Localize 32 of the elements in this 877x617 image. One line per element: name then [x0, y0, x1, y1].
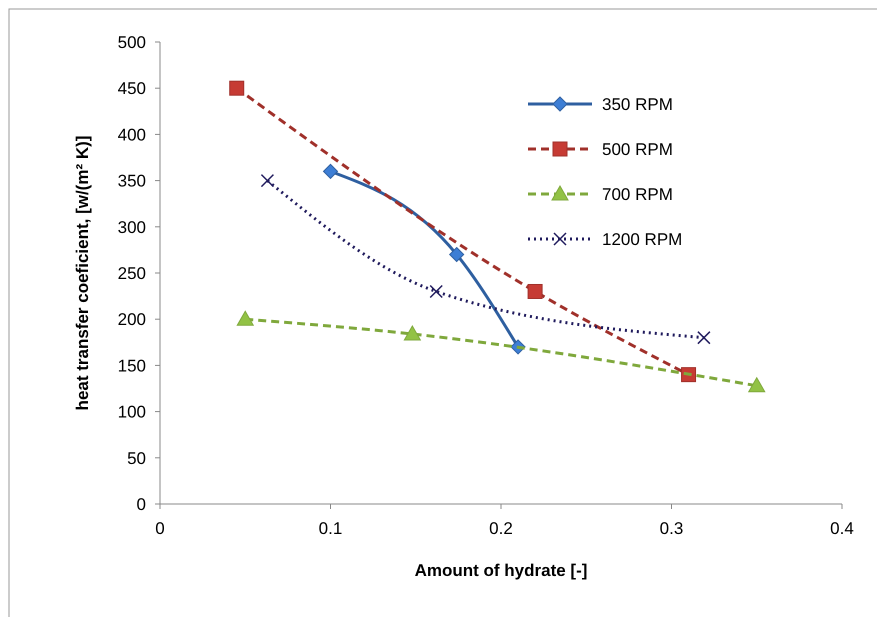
point	[323, 164, 338, 179]
point	[528, 284, 543, 299]
point	[449, 247, 464, 262]
legend-label: 1200 RPM	[602, 230, 682, 249]
y-tick-label: 0	[136, 494, 146, 514]
point	[260, 174, 274, 188]
y-tick-label: 300	[118, 218, 146, 237]
point	[229, 80, 244, 96]
x-tick-label: 0.1	[318, 519, 342, 538]
y-tick-label: 350	[118, 172, 146, 191]
legend-label: 700 RPM	[602, 184, 673, 204]
y-tick-label: 250	[118, 264, 146, 283]
y-tick-label: 400	[118, 125, 146, 144]
y-tick-label: 100	[118, 402, 146, 422]
x-tick-label: 0	[155, 519, 165, 538]
x-tick-label: 0.4	[830, 519, 854, 538]
y-axis-title: heat transfer coeficient, [w/(m² K)]	[73, 136, 92, 410]
x-tick-label: 0.2	[489, 519, 513, 538]
point	[236, 310, 254, 326]
point	[404, 325, 421, 340]
y-tick-label: 500	[118, 32, 146, 52]
y-tick-label: 150	[118, 356, 146, 376]
legend-label: 350 RPM	[602, 94, 673, 114]
x-tick-label: 0.3	[660, 519, 684, 538]
y-tick-label: 450	[118, 79, 146, 98]
point	[748, 377, 766, 392]
x-axis-title: Amount of hydrate [-]	[414, 561, 588, 580]
y-tick-label: 50	[127, 448, 146, 468]
point	[429, 284, 443, 298]
point	[697, 330, 711, 344]
y-tick-label: 200	[118, 310, 146, 330]
legend-label: 500 RPM	[602, 140, 673, 159]
